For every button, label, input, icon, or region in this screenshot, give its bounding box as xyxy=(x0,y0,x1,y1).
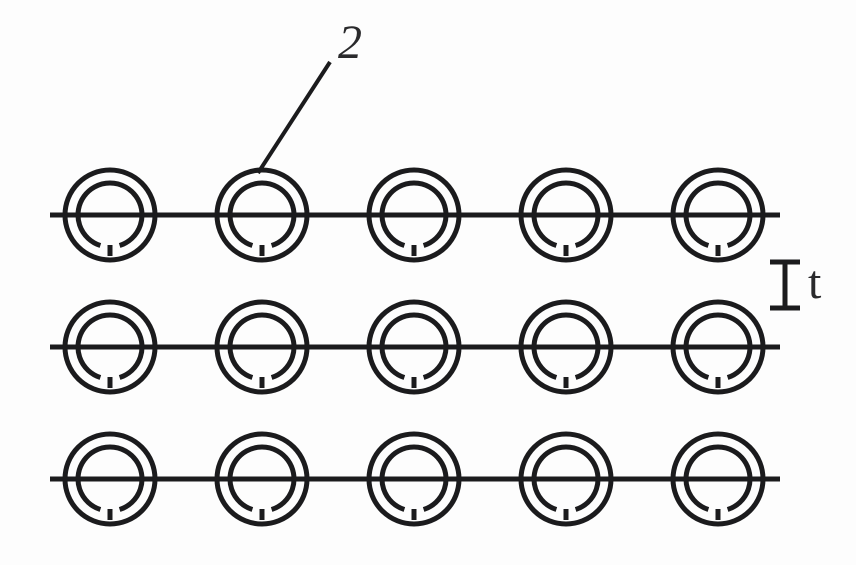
callout-2-label: 2 xyxy=(338,16,362,69)
callout-2-leader xyxy=(258,62,330,173)
ring-array-diagram: 2t xyxy=(0,0,856,565)
dim-t-label: t xyxy=(808,256,822,309)
